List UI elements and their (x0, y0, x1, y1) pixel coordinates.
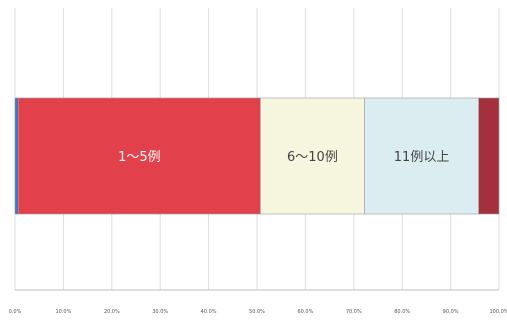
x-tick-label: 50.0% (249, 309, 265, 315)
x-tick-label: 70.0% (346, 309, 362, 315)
bar-segment (478, 97, 500, 215)
x-tick-label: 90.0% (443, 309, 459, 315)
bar-segment (364, 97, 479, 215)
segment-label: 11例以上 (394, 150, 450, 165)
x-tick-label: 60.0% (297, 309, 313, 315)
segment-label: 6～10例 (287, 150, 338, 165)
x-tick-label: 10.0% (55, 309, 71, 315)
x-tick-label: 0.0% (9, 309, 22, 315)
x-tick-label-layer: 0.0% 10.0% 20.0% 30.0% 40.0% 50.0% 60.0% 70.0% 8… (9, 309, 507, 315)
x-tick-label: 100.0% (489, 309, 507, 315)
bar-segment (260, 97, 365, 215)
x-tick-label: 40.0% (201, 309, 217, 315)
x-tick-label: 30.0% (152, 309, 168, 315)
segment-label: 1～5例 (118, 150, 161, 165)
x-tick-label: 80.0% (394, 309, 410, 315)
bar-layer (14, 97, 500, 215)
segment-label-layer: 1～5例 6～10例 11例以上 (118, 150, 449, 165)
bar-segment (18, 97, 261, 215)
x-tick-label: 20.0% (104, 309, 120, 315)
bar-segment (14, 97, 19, 215)
